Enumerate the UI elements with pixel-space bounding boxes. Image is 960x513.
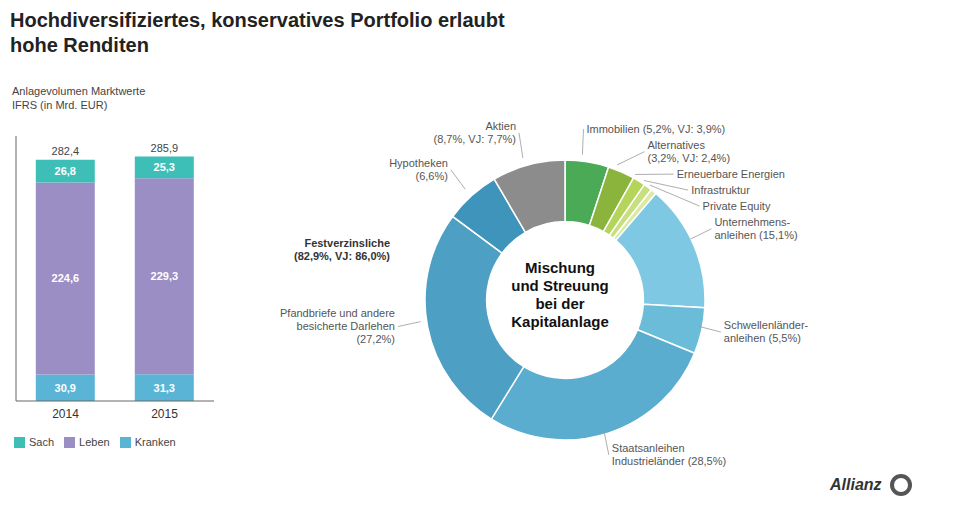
svg-text:Alternatives(3,2%, VJ: 2,4%): Alternatives(3,2%, VJ: 2,4%) [648,139,731,164]
svg-text:25,3: 25,3 [154,161,175,173]
html-text:Festverzinsliche: Festverzinsliche [304,237,390,249]
svg-text:Infrastruktur: Infrastruktur [691,184,750,196]
svg-text:Immobilien (5,2%, VJ: 3,9%): Immobilien (5,2%, VJ: 3,9%) [586,123,725,135]
html-text:Allianz: Allianz [830,476,882,493]
svg-text:2015: 2015 [151,407,178,421]
html-text:Kapitalanlage: Kapitalanlage [511,313,609,330]
svg-text:285,9: 285,9 [151,142,179,154]
svg-text:30,9: 30,9 [55,382,76,394]
html-text:Leben: Leben [79,436,110,448]
svg-text:229,3: 229,3 [151,270,179,282]
svg-text:Unternehmens-anleihen (15,1%): Unternehmens-anleihen (15,1%) [714,216,797,241]
html-text:Anlagevolumen Marktwerte: Anlagevolumen Marktwerte [12,85,146,97]
svg-text:Hypotheken(6,6%): Hypotheken(6,6%) [389,157,448,182]
svg-text:26,8: 26,8 [55,165,76,177]
html-text:Hochdiversifiziertes, konserva: Hochdiversifiziertes, konservatives Port… [10,9,505,31]
svg-text:282,4: 282,4 [52,145,80,157]
html-text:hohe Renditen: hohe Renditen [10,34,149,56]
html-text:und Streuung: und Streuung [511,277,609,294]
svg-text:Private Equity: Private Equity [703,200,771,212]
svg-text:Aktien(8,7%, VJ: 7,7%): Aktien(8,7%, VJ: 7,7%) [433,120,516,145]
html-text:IFRS (in Mrd. EUR): IFRS (in Mrd. EUR) [12,99,108,111]
svg-text:Schwellenländer-anleihen (5,5%: Schwellenländer-anleihen (5,5%) [724,319,809,344]
html-text:(82,9%, VJ: 86,0%): (82,9%, VJ: 86,0%) [294,250,390,262]
svg-text:StaatsanleihenIndustrieländer: StaatsanleihenIndustrieländer (28,5%) [612,442,726,467]
html-text:Sach: Sach [29,436,55,448]
svg-text:Pfandbriefe und anderebesicher: Pfandbriefe und anderebesicherte Darlehe… [280,307,395,345]
svg-text:2014: 2014 [52,407,79,421]
svg-text:224,6: 224,6 [52,272,80,284]
html-text:Kranken: Kranken [134,436,176,448]
svg-text:31,3: 31,3 [154,382,175,394]
html-text:bei der: bei der [535,295,585,312]
html-text:Mischung: Mischung [525,259,595,276]
svg-text:Erneuerbare Energien: Erneuerbare Energien [677,168,785,180]
